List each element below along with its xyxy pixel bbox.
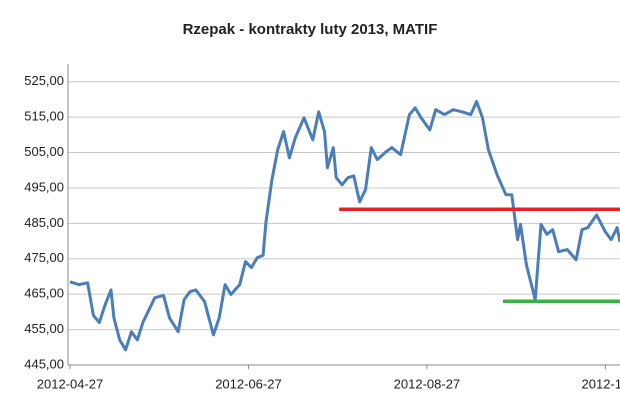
y-tick-label: 445,00 [24, 356, 64, 371]
chart-title: Rzepak - kontrakty luty 2013, MATIF [183, 21, 438, 38]
y-tick-label: 515,00 [24, 109, 64, 124]
x-tick-label: 2012-06-27 [215, 376, 282, 391]
x-tick-label: 2012-08-27 [394, 376, 461, 391]
y-tick-label: 505,00 [24, 144, 64, 159]
y-tick-label: 465,00 [24, 286, 64, 301]
y-tick-label: 485,00 [24, 215, 64, 230]
y-tick-label: 475,00 [24, 250, 64, 265]
x-tick-label: 2012-10 [582, 376, 620, 391]
y-tick-label: 495,00 [24, 179, 64, 194]
y-tick-label: 525,00 [24, 73, 64, 88]
series-line [69, 100, 620, 352]
x-tick-label: 2012-04-27 [37, 376, 104, 391]
y-tick-label: 455,00 [24, 321, 64, 336]
